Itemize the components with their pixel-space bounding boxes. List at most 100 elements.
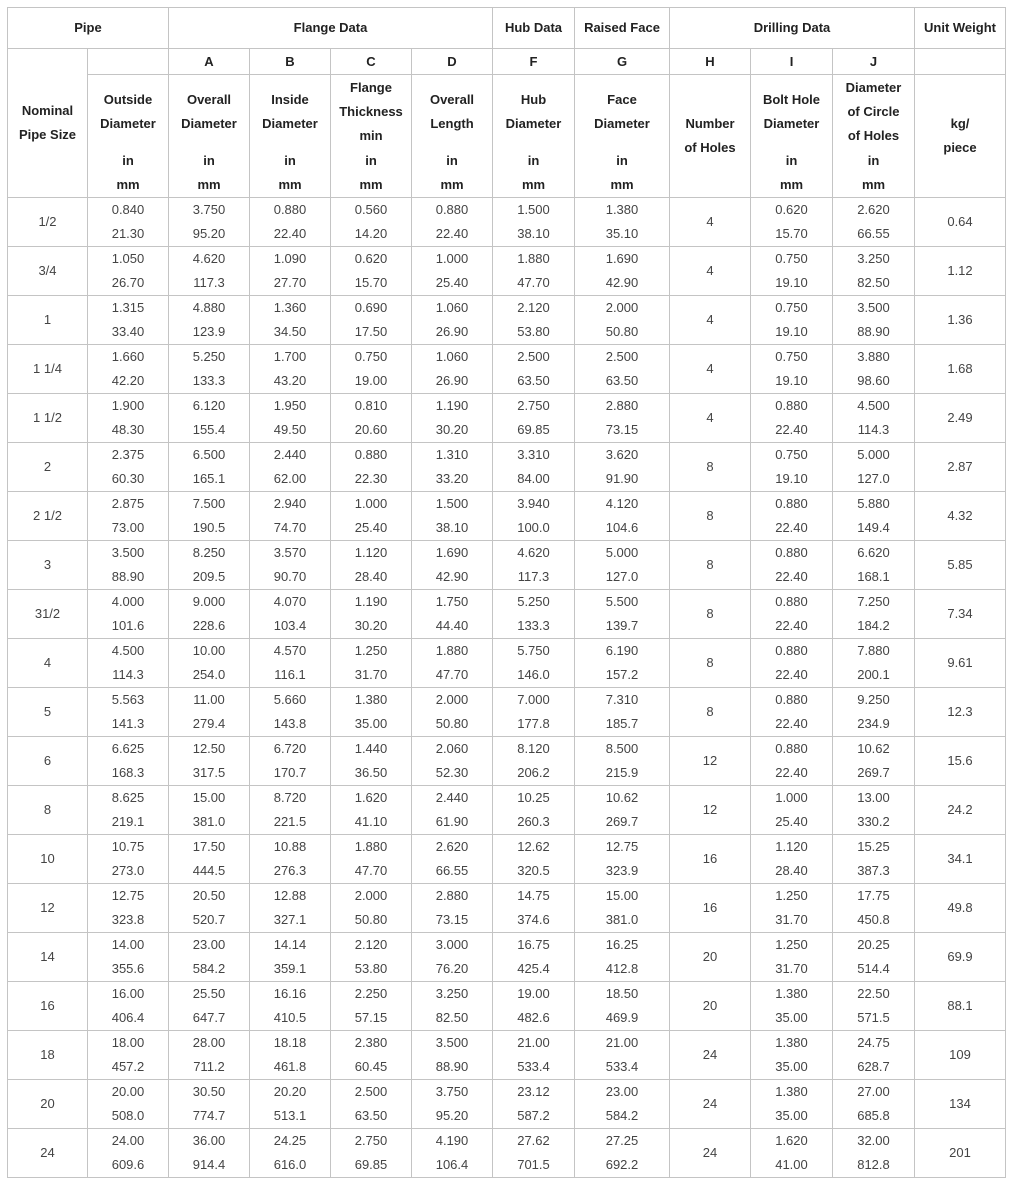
value: 100.0 — [517, 520, 550, 535]
value: 444.5 — [192, 863, 226, 878]
value: 3.620 — [605, 447, 639, 462]
value-cell: 0.750 19.10 — [750, 246, 833, 296]
value: 0.620 — [354, 251, 388, 266]
value-cell: 2.940 74.70 — [249, 491, 331, 541]
value: 30.20 — [354, 618, 388, 633]
value: 185.7 — [605, 716, 639, 731]
value: 3.250 — [857, 251, 890, 266]
value: 450.8 — [857, 912, 890, 927]
value-cell: 6.625 168.3 — [87, 736, 169, 786]
value: 17.50 — [192, 839, 226, 854]
value-cell: 1.060 26.90 — [411, 295, 493, 345]
value: 412.8 — [605, 961, 639, 976]
value-cell: 1.500 38.10 — [492, 197, 575, 247]
column-letter: C — [330, 48, 412, 75]
value-cell: 8 — [669, 540, 751, 590]
header-label: Face — [607, 92, 637, 107]
unit-label: mm — [779, 177, 804, 192]
value: 25.40 — [354, 520, 388, 535]
value-cell: 1.660 42.20 — [87, 344, 169, 394]
column-letter — [914, 48, 1006, 75]
value-cell: 32.00 812.8 — [832, 1128, 915, 1178]
value: 33.20 — [435, 471, 469, 486]
value: 520.7 — [192, 912, 226, 927]
value-cell: 18.18 461.8 — [249, 1030, 331, 1080]
value: 12.50 — [192, 741, 226, 756]
pipe-size: 1/2 — [7, 197, 88, 247]
value: 323.9 — [605, 863, 639, 878]
value: 33.40 — [111, 324, 145, 339]
value: 4.000 — [111, 594, 145, 609]
pipe-size: 10 — [7, 834, 88, 884]
value: 36.50 — [354, 765, 388, 780]
value: 0.750 — [354, 349, 388, 364]
value-cell: 8.250 209.5 — [168, 540, 250, 590]
value: 44.40 — [435, 618, 469, 633]
value: 12.88 — [273, 888, 307, 903]
value: 22.40 — [775, 716, 808, 731]
value: 2.440 — [273, 447, 307, 462]
value: 1.620 — [354, 790, 388, 805]
value: 18.50 — [605, 986, 639, 1001]
value-cell: 0.690 17.50 — [330, 295, 412, 345]
value: 41.10 — [354, 814, 388, 829]
table-row: 3 3.500 88.90 8.250 209.5 3.570 90.70 1.120 28.4… — [7, 540, 1006, 590]
value: 2.500 — [517, 349, 550, 364]
value: 0.750 — [775, 349, 808, 364]
value: 8.625 — [111, 790, 145, 805]
pipe-size: 14 — [7, 932, 88, 982]
value: 1.000 — [775, 790, 808, 805]
value-cell: 0.880 22.40 — [750, 393, 833, 443]
header-label: Inside — [271, 92, 309, 107]
value: 18.00 — [111, 1035, 145, 1050]
value: 47.70 — [517, 275, 550, 290]
value: 114.3 — [112, 667, 144, 682]
value-cell: 23.12 587.2 — [492, 1079, 575, 1129]
value: 57.15 — [354, 1010, 388, 1025]
value: 190.5 — [192, 520, 226, 535]
table-row: 16 16.00 406.4 25.50 647.7 16.16 410.5 2.250 57.… — [7, 981, 1006, 1031]
value-cell: 4.500 114.3 — [87, 638, 169, 688]
value: 50.80 — [605, 324, 639, 339]
value: 73.15 — [605, 422, 639, 437]
value: 2.375 — [111, 447, 145, 462]
value-cell: 9.61 — [914, 638, 1006, 688]
value: 3.000 — [435, 937, 469, 952]
value: 215.9 — [605, 765, 639, 780]
unit-label: mm — [278, 177, 302, 192]
value: 1.690 — [605, 251, 639, 266]
value-cell: 12.75 323.9 — [574, 834, 670, 884]
value: 7.880 — [857, 643, 890, 658]
value-cell: 20.50 520.7 — [168, 883, 250, 933]
pipe-size: 6 — [7, 736, 88, 786]
value-cell: 24 — [669, 1128, 751, 1178]
value: 28.40 — [354, 569, 388, 584]
value-cell: 16.00 406.4 — [87, 981, 169, 1031]
value: 279.4 — [192, 716, 226, 731]
header-cell: Overall Diameter in mm — [168, 74, 250, 198]
pipe-size: 8 — [7, 785, 88, 835]
value-cell: 10.00 254.0 — [168, 638, 250, 688]
value: 513.1 — [273, 1108, 307, 1123]
value: 50.80 — [354, 912, 388, 927]
value: 1.380 — [775, 986, 808, 1001]
header-label-block: Diameter of Circle of Holes — [833, 75, 914, 149]
value-cell: 4.070 103.4 — [249, 589, 331, 639]
value-cell: 24.00 609.6 — [87, 1128, 169, 1178]
value-cell: 9.000 228.6 — [168, 589, 250, 639]
table-row: 4 4.500 114.3 10.00 254.0 4.570 116.1 1.250 31.7… — [7, 638, 1006, 688]
header-label: Hub — [520, 92, 547, 107]
value: 95.20 — [192, 226, 226, 241]
header-cell: Number of Holes — [669, 74, 751, 198]
value-cell: 16.16 410.5 — [249, 981, 331, 1031]
value: 53.80 — [354, 961, 388, 976]
value: 117.3 — [193, 275, 225, 290]
value: 1.190 — [354, 594, 388, 609]
value: 30.50 — [192, 1084, 226, 1099]
value: 234.9 — [857, 716, 890, 731]
value-cell: 2.500 63.50 — [330, 1079, 412, 1129]
value: 260.3 — [517, 814, 550, 829]
value-cell: 4 — [669, 197, 751, 247]
value-cell: 4.32 — [914, 491, 1006, 541]
value: 12.75 — [605, 839, 639, 854]
